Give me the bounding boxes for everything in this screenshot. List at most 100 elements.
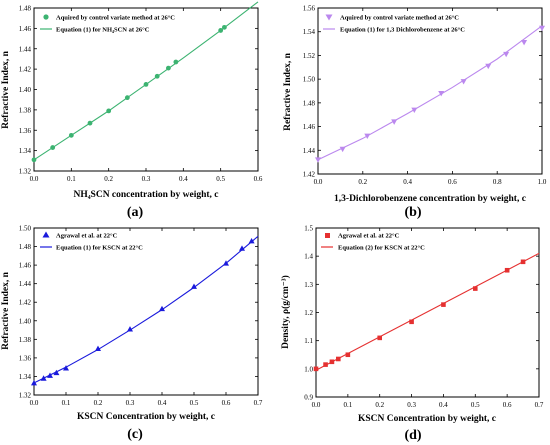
data-point xyxy=(441,302,446,307)
legend-marker-points xyxy=(325,233,330,238)
data-point xyxy=(95,345,101,352)
data-point xyxy=(239,245,245,251)
panel-a: 0.0 0.1 0.2 0.3 0.4 0.5 0.6 1.32 1.34 1.36 1.38 1.4… xyxy=(1,1,263,220)
panel-label: (d) xyxy=(404,428,421,443)
panel-b: 0.0 0.2 0.4 0.6 0.8 1.0 1.42 1.44 1.46 1.48 1.50 1.… xyxy=(283,5,547,221)
y-tick-label: 1.48 xyxy=(19,5,32,13)
data-point xyxy=(504,267,510,273)
data-point xyxy=(364,133,371,140)
y-tick-label: 1.42 xyxy=(303,171,316,179)
data-point xyxy=(391,119,398,125)
y-tick-label: 1.36 xyxy=(19,127,32,135)
data-point xyxy=(222,24,227,30)
y-tick-label: 1.50 xyxy=(303,76,316,84)
legend: Agrawal et al. at 22°C Equation (1) for … xyxy=(40,231,143,252)
panel-d: 0.0 0.1 0.2 0.3 0.4 0.5 0.6 0.7 0.9 1.0 1.1 1.2 1.3 1… xyxy=(280,225,544,444)
data-point xyxy=(323,362,328,367)
x-tick-label: 0.5 xyxy=(216,175,225,183)
legend-label-curve: Equation (2) for KSCN at 22°C xyxy=(338,245,425,252)
x-tick-label: 0.4 xyxy=(403,178,412,186)
y-axis-title: Refractive Index, n xyxy=(1,271,11,350)
y-tick-label: 1.42 xyxy=(19,299,32,307)
data-point xyxy=(223,260,229,266)
data-point xyxy=(315,157,321,163)
y-tick-label: 1.2 xyxy=(304,309,313,317)
data-point xyxy=(336,356,341,362)
data-point xyxy=(472,286,478,291)
y-tick-label: 1.42 xyxy=(19,66,32,74)
y-tick-label: 1.32 xyxy=(19,168,32,176)
y-tick-label: 1.0 xyxy=(304,365,313,373)
x-tick-label: 0.0 xyxy=(30,175,39,183)
x-tick-label: 0.6 xyxy=(448,178,457,186)
x-tick-label: 0.1 xyxy=(343,401,352,409)
y-tick-label: 1.40 xyxy=(19,86,32,94)
data-point xyxy=(409,319,414,325)
data-point xyxy=(127,326,133,332)
y-tick-label: 1.3 xyxy=(304,281,313,289)
data-point xyxy=(520,259,526,265)
data-point xyxy=(106,108,112,114)
y-tick-label: 1.38 xyxy=(19,336,32,344)
x-axis-title: 1,3-Dichlorobenzene concentration by wei… xyxy=(334,194,526,204)
y-tick-label: 1.1 xyxy=(304,337,313,345)
x-tick-label: 0.4 xyxy=(158,399,167,407)
y-tick-label: 1.5 xyxy=(304,225,313,233)
y-tick-label: 1.34 xyxy=(19,147,32,155)
data-point xyxy=(339,146,346,153)
x-tick-label: 0.5 xyxy=(471,401,480,409)
data-point xyxy=(485,63,492,70)
panel-label: (c) xyxy=(127,427,143,442)
data-point xyxy=(460,79,467,85)
data-point xyxy=(503,51,510,58)
x-tick-label: 0.0 xyxy=(314,178,323,186)
y-axis-title: Refractive Index, n xyxy=(283,52,293,131)
y-tick-label: 1.46 xyxy=(303,123,316,131)
y-axis-title: Density, ρ(g/cm⁻³) xyxy=(280,275,291,349)
y-tick-label: 1.56 xyxy=(303,5,316,13)
x-tick-label: 0.4 xyxy=(439,401,448,409)
legend-label-points: Agrawal et al. at 22°C xyxy=(338,233,400,240)
data-point xyxy=(329,359,335,365)
y-axis-title: Refractive Index, n xyxy=(1,50,11,129)
y-tick-label: 1.46 xyxy=(19,25,32,33)
data-point xyxy=(248,237,255,244)
legend: Agrawal et al. at 22°C Equation (2) for … xyxy=(321,233,425,252)
y-tick-label: 1.44 xyxy=(303,147,316,155)
data-point xyxy=(50,145,56,150)
y-tick-label: 1.46 xyxy=(19,262,32,270)
data-point xyxy=(159,305,165,312)
y-tick-label: 1.34 xyxy=(19,373,32,381)
y-tick-label: 0.9 xyxy=(304,394,313,402)
y-tick-label: 1.48 xyxy=(303,99,316,107)
data-point xyxy=(377,335,383,341)
y-tick-label: 1.4 xyxy=(304,253,313,261)
y-tick-label: 1.36 xyxy=(19,354,32,362)
data-point xyxy=(154,73,160,79)
x-tick-label: 0.3 xyxy=(142,175,151,183)
x-tick-label: 0.8 xyxy=(493,178,502,186)
x-tick-label: 0.6 xyxy=(254,175,263,183)
x-axis-title: KSCN Concentration by weight, c xyxy=(77,412,215,422)
x-tick-label: 0.4 xyxy=(179,175,188,183)
data-point xyxy=(47,372,53,378)
data-point xyxy=(31,379,37,386)
legend-marker-points xyxy=(43,14,49,20)
data-point xyxy=(539,25,545,32)
data-point xyxy=(87,120,93,126)
x-tick-label: 0.5 xyxy=(190,399,199,407)
x-tick-label: 0.6 xyxy=(222,399,231,407)
data-point xyxy=(53,369,60,376)
data-point xyxy=(31,157,37,163)
x-tick-label: 1.0 xyxy=(538,178,547,186)
data-point xyxy=(411,107,418,113)
y-tick-label: 1.38 xyxy=(19,106,32,114)
fit-curve xyxy=(33,235,259,384)
panel-c: 0.0 0.1 0.2 0.3 0.4 0.5 0.6 0.7 1.32 1.34 1.36 1.38… xyxy=(1,225,263,443)
data-point xyxy=(68,132,74,138)
y-tick-label: 1.54 xyxy=(303,28,316,36)
x-tick-label: 0.2 xyxy=(375,401,384,409)
x-tick-label: 0.1 xyxy=(67,175,76,183)
legend-label-curve: Equation (1) for 1,3 Dichlorobenzene at … xyxy=(340,27,465,34)
